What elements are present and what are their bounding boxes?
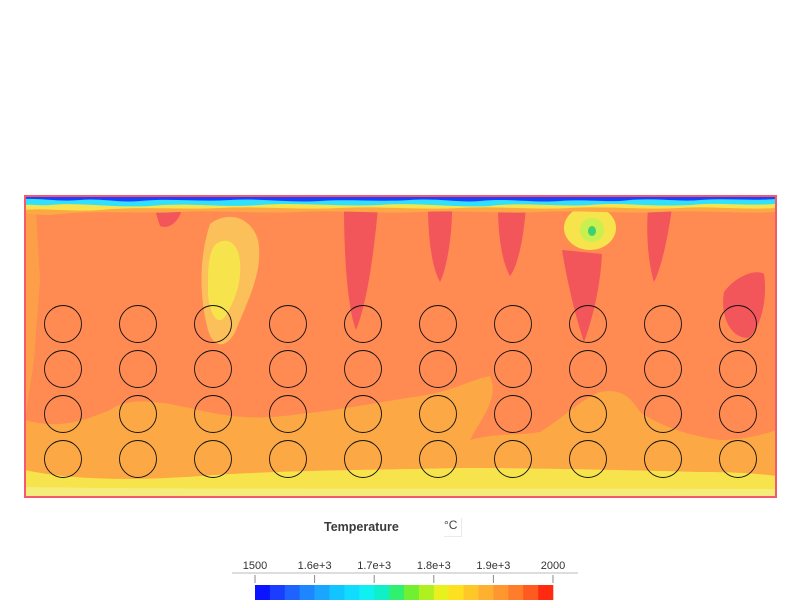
tube — [269, 440, 307, 478]
tube — [644, 440, 682, 478]
tube — [344, 395, 382, 433]
tube — [419, 440, 457, 478]
tube — [269, 305, 307, 343]
colorbar-swatch — [538, 585, 554, 600]
tube — [194, 395, 232, 433]
tube — [644, 305, 682, 343]
legend-unit[interactable]: °C — [444, 518, 463, 537]
colorbar-swatch — [389, 585, 405, 600]
tube — [269, 350, 307, 388]
tube — [494, 395, 532, 433]
tube — [269, 395, 307, 433]
hot-streak-3 — [428, 206, 452, 282]
colorbar-swatch — [314, 585, 330, 600]
tube — [494, 305, 532, 343]
tube — [194, 440, 232, 478]
colorbar-ticks — [254, 575, 554, 583]
yellow-plume-left-core — [208, 240, 241, 321]
hot-streak-2 — [344, 206, 378, 330]
colorbar-swatch — [433, 585, 449, 600]
hot-streak-1 — [155, 208, 182, 227]
tube — [119, 440, 157, 478]
tube — [569, 350, 607, 388]
colorbar-tick-label: 1500 — [242, 560, 268, 572]
tube — [644, 350, 682, 388]
colorbar-swatch — [523, 585, 539, 600]
left-wall-warm-region — [25, 200, 40, 420]
tube — [119, 350, 157, 388]
top-cold-layer — [25, 196, 776, 202]
colorbar-tick-label: 1.9e+3 — [476, 560, 511, 572]
tube — [644, 395, 682, 433]
colorbar-swatch — [374, 585, 390, 600]
colorbar-swatches — [255, 585, 554, 600]
contour-field — [25, 196, 776, 497]
lower-warm-region — [25, 376, 776, 497]
tube — [719, 305, 757, 343]
tube — [344, 350, 382, 388]
bottom-yellow-thin — [25, 487, 776, 497]
hot-streak-5 — [562, 250, 602, 342]
colorbar-swatch — [448, 585, 464, 600]
colorbar-swatch — [508, 585, 524, 600]
domain-boundary — [24, 195, 777, 498]
colorbar-swatch — [359, 585, 375, 600]
tube — [44, 395, 82, 433]
tube — [419, 305, 457, 343]
hot-streak-4 — [498, 206, 526, 276]
colorbar-swatch — [404, 585, 420, 600]
tube — [194, 350, 232, 388]
tube — [44, 350, 82, 388]
colorbar-tick-label: 1.6e+3 — [297, 560, 332, 572]
tube — [419, 395, 457, 433]
tube — [719, 395, 757, 433]
temperature-contour-plot — [24, 195, 777, 498]
colorbar-swatch — [478, 585, 494, 600]
tube — [719, 440, 757, 478]
colorbar-swatch — [284, 585, 300, 600]
hot-streak-6 — [647, 208, 672, 282]
tube — [569, 440, 607, 478]
tube — [494, 350, 532, 388]
colorbar-tick-label: 1.8e+3 — [416, 560, 451, 572]
colorbar-swatch — [463, 585, 479, 600]
tube — [344, 440, 382, 478]
tube-bank — [44, 305, 757, 478]
colorbar-tick-label: 2000 — [540, 560, 566, 572]
tube — [569, 305, 607, 343]
tube — [44, 440, 82, 478]
tube — [194, 305, 232, 343]
tube — [119, 395, 157, 433]
tube — [344, 305, 382, 343]
colorbar-swatch — [299, 585, 315, 600]
colorbar-swatch — [255, 585, 271, 600]
tube — [119, 305, 157, 343]
colorbar — [232, 572, 578, 600]
hot-spot-core — [588, 226, 596, 236]
tube — [419, 350, 457, 388]
tube — [569, 395, 607, 433]
tube — [44, 305, 82, 343]
legend-header: Temperature °C — [0, 518, 810, 540]
tube — [494, 440, 532, 478]
colorbar-swatch — [344, 585, 360, 600]
legend-title: Temperature — [324, 520, 399, 534]
colorbar-tick-label: 1.7e+3 — [357, 560, 392, 572]
colorbar-swatch — [418, 585, 435, 600]
colorbar-tick-labels: 1500 1.6e+3 1.7e+3 1.8e+3 1.9e+3 2000 — [0, 560, 810, 574]
tube — [719, 350, 757, 388]
hot-streak-7 — [723, 272, 766, 338]
colorbar-swatch — [329, 585, 345, 600]
colorbar-swatch — [493, 585, 509, 600]
colorbar-swatch — [269, 585, 286, 600]
